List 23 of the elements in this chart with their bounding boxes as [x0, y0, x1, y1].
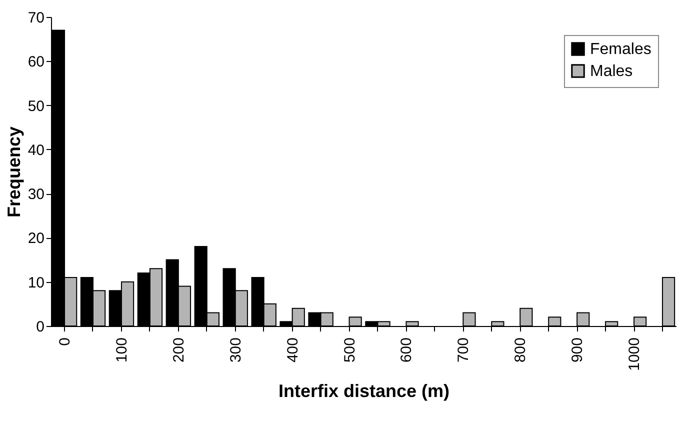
legend-label: Females — [590, 41, 652, 58]
x-tick-label: 600 — [398, 338, 416, 363]
legend-label: Males — [590, 63, 633, 80]
y-tick-label: 20 — [28, 230, 44, 248]
x-tick-label: 300 — [227, 338, 244, 363]
y-axis-title: Frequency — [4, 126, 24, 218]
y-tick-label: 10 — [28, 274, 44, 292]
x-tick-label: 500 — [341, 338, 358, 363]
x-tick-label: 1000 — [626, 338, 643, 371]
x-axis-title: Interfix distance (m) — [278, 380, 450, 401]
y-tick-label: 0 — [36, 318, 44, 336]
x-tick-label: 0 — [56, 338, 74, 346]
x-tick-label: 100 — [113, 338, 130, 363]
x-tick-label: 400 — [284, 338, 302, 363]
y-tick-label: 40 — [28, 142, 44, 159]
y-tick-label: 70 — [28, 10, 44, 26]
y-tick-label: 50 — [28, 98, 44, 115]
x-tick-label: 800 — [512, 338, 530, 363]
x-tick-label: 700 — [455, 338, 472, 363]
x-tick-label: 900 — [569, 338, 586, 363]
y-tick-label: 30 — [28, 186, 44, 204]
y-tick-label: 60 — [28, 54, 44, 71]
x-tick-label: 200 — [170, 338, 188, 363]
